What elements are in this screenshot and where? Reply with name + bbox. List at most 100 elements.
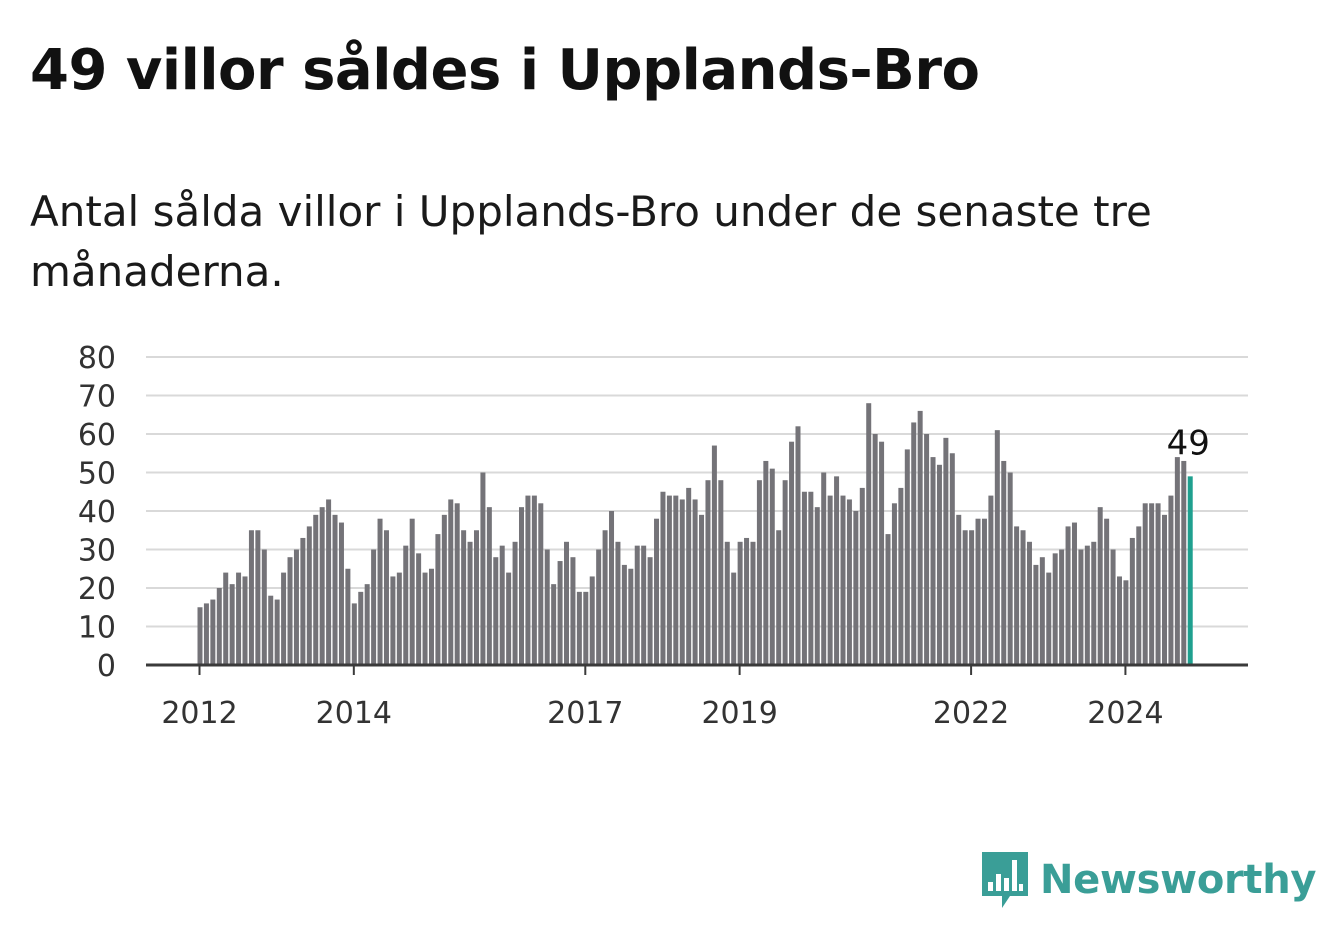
bar [326,499,332,665]
bar [782,480,788,665]
bar [409,518,415,665]
bar [1110,549,1116,665]
x-tick-label: 2019 [701,696,777,731]
x-tick-label: 2017 [547,696,623,731]
bar [1065,526,1071,665]
bar [461,530,467,665]
bar [377,518,383,665]
bar [371,549,377,665]
y-tick-label: 20 [78,572,116,607]
bar [358,591,364,665]
bar [261,549,267,665]
bar [1091,541,1097,665]
bar [1071,522,1077,665]
bar [512,541,518,665]
bar [493,557,499,665]
bar [519,507,524,665]
bar-chart-speech-bubble-icon [982,852,1028,908]
bar [724,541,730,665]
bar [1168,495,1174,665]
bar [1149,503,1155,665]
bar [255,530,261,665]
bar [879,441,885,665]
bar [293,549,299,665]
bar [525,495,531,665]
bar [1142,503,1148,665]
x-axis-ticks: 2012 2014 2017 2019 2022 2024 [161,665,1164,731]
bar [1129,537,1135,665]
bar [1162,514,1167,665]
bar [853,511,859,665]
bar [1059,549,1065,665]
bar [287,557,293,665]
bar [531,495,537,665]
bar [300,537,306,665]
bar [1181,460,1187,665]
bar [268,595,274,665]
bar [486,507,492,665]
bar [1155,503,1161,665]
bar [236,572,242,665]
bar [769,468,775,665]
bar [962,530,968,665]
bar [621,564,627,665]
bar [480,472,486,665]
bar [403,545,409,665]
bar [628,568,634,665]
bar [1136,526,1142,665]
bar [1020,530,1026,665]
bar [210,599,216,665]
bar [917,410,923,665]
bar [846,499,852,665]
bar [885,534,891,665]
bar [589,576,595,665]
bar [718,480,724,665]
bar [866,403,872,665]
bar [544,549,550,665]
bar [454,503,460,665]
bar [345,568,351,665]
bar [1116,576,1122,665]
bar [647,557,653,665]
bar [1033,564,1039,665]
bar [756,480,762,665]
bar [737,541,743,665]
bar [576,591,582,665]
bar [827,495,833,665]
bar [1052,553,1058,665]
bar [564,541,570,665]
bar [499,545,505,665]
bar [229,584,235,665]
bar [1084,545,1090,665]
bar [641,545,647,665]
x-tick-label: 2022 [933,696,1009,731]
bar [203,603,209,665]
bar [1123,580,1129,665]
bar [898,487,904,665]
x-tick-label: 2012 [161,696,237,731]
bar [390,576,396,665]
chart-title: 49 villor såldes i Upplands-Bro [30,38,980,103]
bar [692,499,698,665]
bar [332,514,338,665]
bar [821,472,827,665]
bar [396,572,402,665]
bar [814,507,820,665]
bar [924,434,930,665]
bar [383,530,389,665]
bar [557,561,563,665]
bar [551,584,557,665]
bar [930,457,936,665]
bar [428,568,434,665]
bar [313,514,319,665]
bar [473,530,479,665]
bar [994,430,1000,665]
y-tick-label: 30 [78,534,116,569]
bar [467,541,473,665]
newsworthy-logo: Newsworthy [980,850,1317,910]
bar [956,514,962,665]
bar [744,537,750,665]
bar [435,534,441,665]
